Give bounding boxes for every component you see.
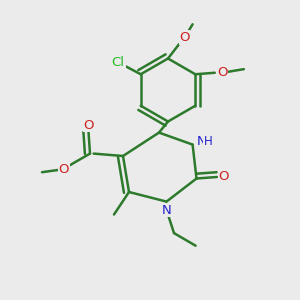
- Text: O: O: [218, 170, 229, 184]
- Bar: [180, 33, 189, 42]
- Bar: [219, 172, 228, 182]
- Bar: [161, 205, 172, 216]
- Bar: [84, 120, 93, 130]
- Text: O: O: [179, 31, 190, 44]
- Text: N: N: [162, 203, 171, 217]
- Bar: [110, 56, 127, 68]
- Bar: [218, 68, 227, 77]
- Text: N: N: [197, 135, 206, 148]
- Text: Cl: Cl: [112, 56, 125, 69]
- Text: H: H: [204, 135, 213, 148]
- Text: O: O: [58, 163, 69, 176]
- Bar: [195, 135, 213, 147]
- Bar: [59, 164, 68, 174]
- Text: O: O: [83, 118, 94, 132]
- Text: O: O: [217, 66, 227, 79]
